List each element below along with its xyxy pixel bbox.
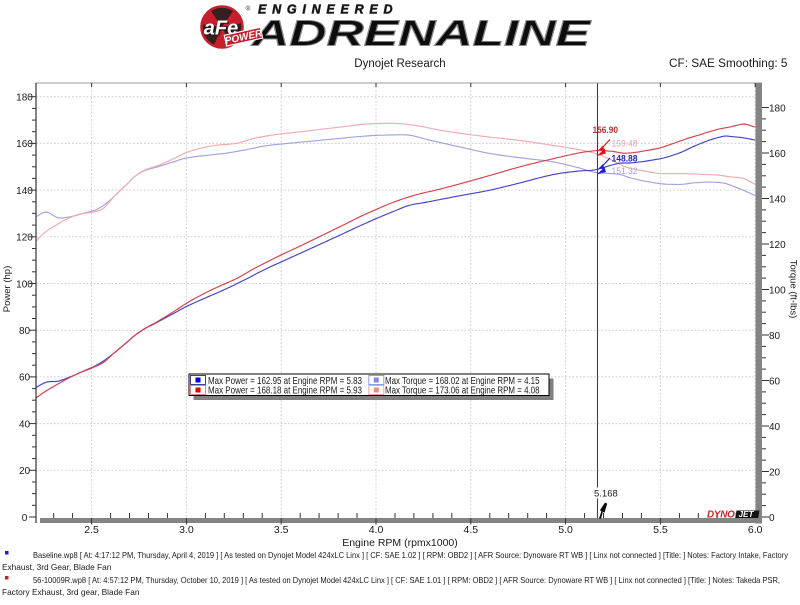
- svg-text:Max Power = 168.18 at Engine R: Max Power = 168.18 at Engine RPM = 5.93: [208, 386, 362, 397]
- svg-text:148.88: 148.88: [612, 154, 638, 165]
- svg-text:3.0: 3.0: [179, 524, 194, 536]
- svg-text:5.0: 5.0: [558, 524, 573, 536]
- svg-text:3.5: 3.5: [274, 524, 289, 536]
- svg-text:100: 100: [16, 279, 33, 290]
- svg-text:140: 140: [16, 186, 33, 197]
- svg-text:ADRENALINE: ADRENALINE: [251, 13, 592, 54]
- svg-text:4.5: 4.5: [463, 524, 478, 536]
- svg-text:5.168: 5.168: [594, 489, 618, 500]
- svg-text:JET: JET: [739, 510, 755, 519]
- svg-text:140: 140: [769, 194, 786, 205]
- svg-text:Engine RPM (rpmx1000): Engine RPM (rpmx1000): [342, 537, 458, 549]
- svg-text:CF: SAE Smoothing: 5: CF: SAE Smoothing: 5: [669, 58, 788, 70]
- svg-text:60: 60: [769, 376, 781, 387]
- svg-text:120: 120: [769, 240, 786, 251]
- svg-text:80: 80: [19, 326, 31, 337]
- svg-text:180: 180: [769, 103, 786, 114]
- svg-text:0: 0: [769, 513, 775, 524]
- svg-text:Torque (ft-lbs): Torque (ft-lbs): [788, 260, 799, 319]
- svg-text:Exhaust, 3rd Gear, Blade Fan: Exhaust, 3rd Gear, Blade Fan: [2, 562, 112, 572]
- svg-text:56-10009R.wp8 [ At: 4:57:12 PM: 56-10009R.wp8 [ At: 4:57:12 PM, Thursday…: [33, 575, 780, 585]
- svg-text:20: 20: [769, 467, 781, 478]
- svg-text:100: 100: [769, 285, 786, 296]
- svg-text:DYNO: DYNO: [707, 510, 735, 521]
- svg-text:Dynojet Research: Dynojet Research: [354, 58, 445, 70]
- svg-text:20: 20: [19, 466, 31, 477]
- svg-text:160: 160: [16, 139, 33, 150]
- svg-text:156.90: 156.90: [593, 125, 619, 136]
- svg-text:Max Power = 162.95 at Engine R: Max Power = 162.95 at Engine RPM = 5.83: [208, 376, 362, 387]
- svg-text:Max Torque = 173.06 at Engine: Max Torque = 173.06 at Engine RPM = 4.08: [385, 386, 540, 397]
- svg-text:5.5: 5.5: [653, 524, 668, 536]
- svg-text:160: 160: [769, 149, 786, 160]
- svg-text:40: 40: [769, 422, 781, 433]
- svg-text:80: 80: [769, 331, 781, 342]
- svg-text:6.0: 6.0: [748, 524, 763, 536]
- svg-text:Factory Exhaust, 3rd gear, Bla: Factory Exhaust, 3rd gear, Blade Fan: [2, 587, 140, 597]
- svg-text:159.48: 159.48: [612, 139, 638, 150]
- svg-text:120: 120: [16, 233, 33, 244]
- svg-text:4.0: 4.0: [369, 524, 384, 536]
- svg-text:Max Torque = 168.02 at Engine: Max Torque = 168.02 at Engine RPM = 4.15: [385, 376, 540, 387]
- svg-text:Baseline.wp8 [ At: 4:17:12 PM,: Baseline.wp8 [ At: 4:17:12 PM, Thursday,…: [33, 550, 789, 560]
- svg-text:60: 60: [19, 373, 31, 384]
- svg-text:2.5: 2.5: [84, 524, 99, 536]
- svg-text:40: 40: [19, 419, 31, 430]
- svg-text:180: 180: [16, 93, 33, 104]
- svg-text:®: ®: [246, 5, 251, 13]
- svg-text:0: 0: [22, 513, 28, 524]
- svg-text:151.32: 151.32: [612, 166, 638, 177]
- svg-text:Power (hp): Power (hp): [2, 266, 13, 312]
